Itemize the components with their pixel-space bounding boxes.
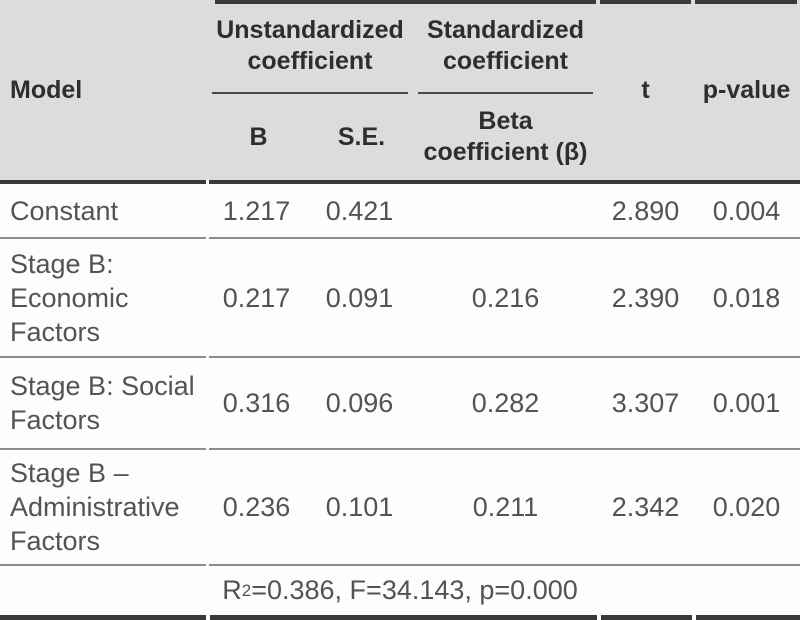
row-value-t: 2.390 (611, 282, 680, 313)
header-col-beta: Beta coefficient (β) (423, 107, 588, 166)
fit-stats-text: =0.386, F=34.143, p=0.000 (251, 575, 578, 605)
row-value-b: 0.316 (222, 388, 291, 418)
row-value-se: 0.101 (325, 492, 394, 522)
table-bottom-rule (0, 615, 800, 620)
table-header: Model Unstandardized coefficient B S.E. … (0, 0, 800, 180)
row-value-t: 2.342 (611, 492, 680, 522)
header-col-se: S.E. (337, 122, 386, 151)
group-label: Unstandardized coefficient (216, 16, 404, 75)
model-fit-statistics: R 2 =0.386, F=34.143, p=0.000 (0, 566, 800, 615)
group-underline (212, 92, 408, 94)
header-col-pvalue: p-value (702, 75, 791, 104)
header-col-t: t (641, 75, 650, 104)
row-divider (0, 448, 800, 450)
row-value-p: 0.020 (712, 492, 781, 522)
row-value-b: 0.236 (222, 492, 291, 522)
table-row: Stage B – Administrative Factors 0.236 0… (0, 450, 800, 564)
row-model-label: Constant (10, 195, 119, 226)
group-underline (418, 92, 593, 94)
row-value-se: 0.421 (325, 195, 394, 226)
row-value-se: 0.096 (325, 388, 394, 418)
r-squared-superscript: 2 (241, 580, 252, 600)
table-row: Stage B: Social Factors 0.316 0.096 0.28… (0, 358, 800, 448)
row-value-beta: 0.282 (471, 388, 540, 418)
header-col-b: B (249, 122, 268, 151)
row-value-b: 0.217 (222, 282, 291, 313)
r-squared-label: R (222, 575, 242, 605)
header-group-unstandardized: Unstandardized coefficient B S.E. (207, 0, 413, 180)
header-group-standardized: Standardized coefficient Beta coefficien… (413, 0, 598, 180)
row-divider (0, 356, 800, 358)
row-value-p: 0.001 (712, 388, 781, 418)
row-model-label: Stage B: Social Factors (10, 371, 195, 435)
group-label: Standardized coefficient (427, 16, 584, 75)
row-value-p: 0.018 (712, 282, 781, 313)
row-value-se: 0.091 (325, 282, 394, 313)
header-bottom-rule (0, 180, 800, 184)
row-divider (0, 237, 800, 239)
row-value-p: 0.004 (712, 195, 781, 226)
row-value-t: 2.890 (611, 195, 680, 226)
table-row: Stage B: Economic Factors 0.217 0.091 0.… (0, 239, 800, 356)
row-divider (0, 564, 800, 566)
row-value-beta: 0.211 (472, 492, 539, 522)
row-value-t: 3.307 (611, 388, 680, 418)
header-model: Model (10, 75, 83, 104)
top-rule-segment (695, 0, 797, 4)
row-value-b: 1.217 (222, 195, 291, 226)
top-rule-segment (600, 0, 691, 4)
row-value-beta: 0.216 (471, 282, 540, 313)
row-model-label: Stage B – Administrative Factors (10, 458, 180, 556)
top-rule-segment (215, 0, 596, 4)
table-row: Constant 1.217 0.421 2.890 0.004 (0, 184, 800, 237)
row-model-label: Stage B: Economic Factors (10, 248, 129, 347)
